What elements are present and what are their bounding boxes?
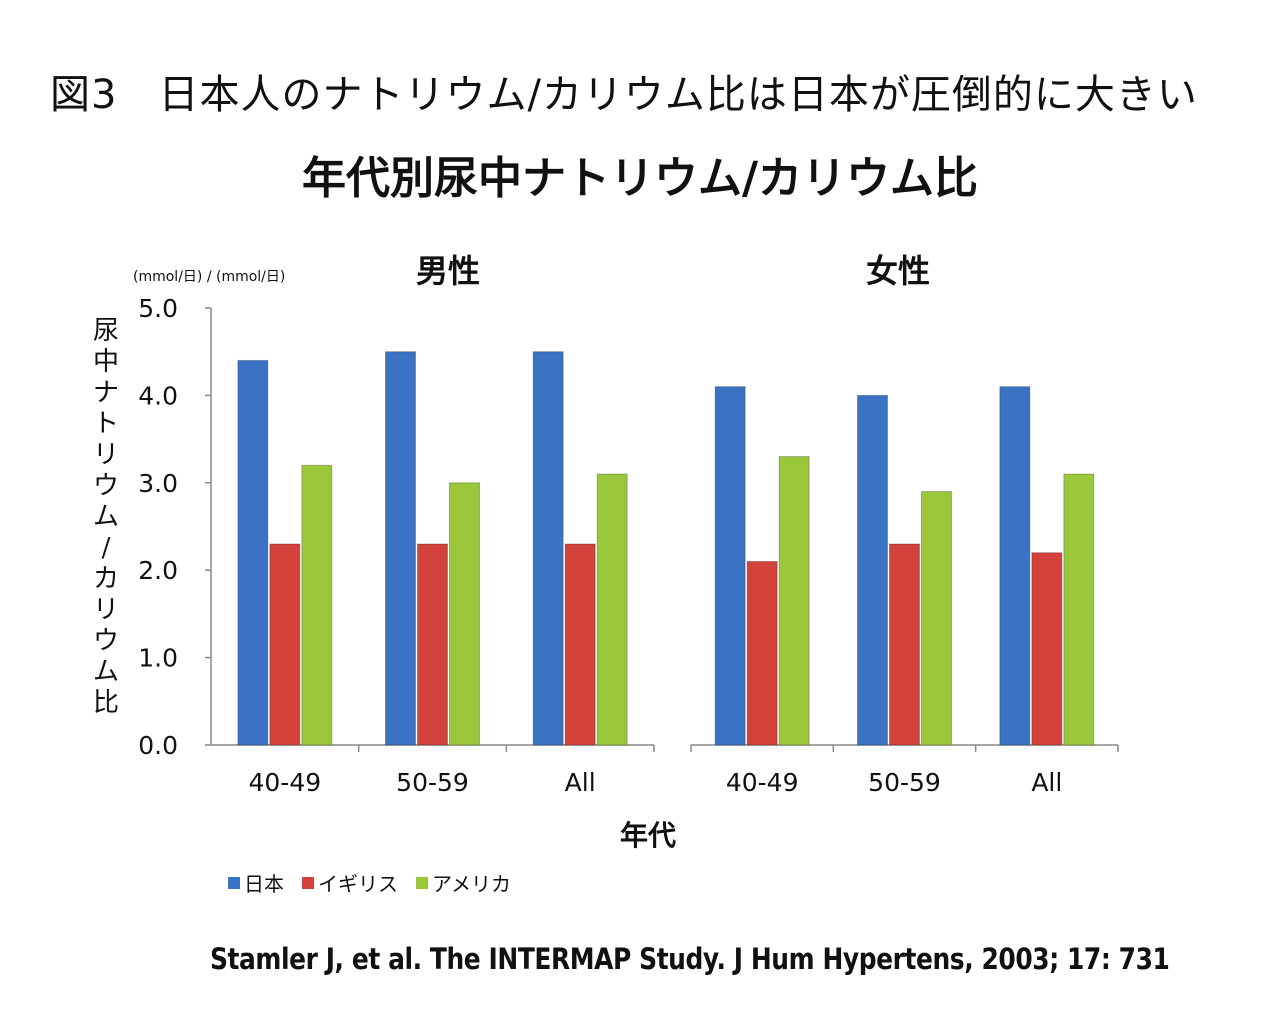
y-axis-units: (mmol/日) / (mmol/日) [133,269,286,285]
y-axis-label-char: ム [92,502,119,532]
bar-アメリカ-女性-40-49 [778,456,810,746]
legend-swatch-usa [416,876,428,889]
citation: Stamler J, et al. The INTERMAP Study. J … [210,942,1170,976]
panel-title-male: 男性 [416,252,481,290]
bar-アメリカ-男性-All [596,473,628,746]
x-tick-label: All [1031,768,1062,797]
legend-label-japan: 日本 [244,872,284,896]
bar-イギリス-女性-40-49 [746,560,778,746]
legend-item-usa: アメリカ [416,868,511,897]
y-tick-label: 0.0 [138,731,178,760]
y-tick-label: 3.0 [138,469,178,498]
bar-イギリス-男性-50-59 [417,543,448,746]
y-axis-label-char: カ [92,564,119,594]
bar-アメリカ-男性-50-59 [449,482,480,746]
legend-label-uk: イギリス [318,872,398,896]
legend-item-japan: 日本 [228,868,284,897]
figure-title: 図3 日本人のナトリウム/カリウム比は日本が圧倒的に大きい [50,72,1198,118]
bar-イギリス-男性-All [564,543,596,746]
bar-アメリカ-男性-40-49 [301,464,333,746]
bar-日本-女性-All [999,386,1031,746]
x-tick-label: 40-49 [249,768,322,797]
legend-swatch-japan [228,876,240,889]
y-axis-label-char: 中 [92,347,119,377]
bar-日本-女性-50-59 [857,394,888,746]
y-axis-label-char: ナ [92,378,119,408]
y-axis-label-char: 比 [92,688,119,718]
bar-イギリス-女性-50-59 [889,543,920,746]
bar-アメリカ-女性-All [1063,473,1095,746]
bar-日本-女性-40-49 [714,386,746,746]
panel-title-female: 女性 [866,252,931,290]
bar-イギリス-男性-40-49 [269,543,301,746]
bar-イギリス-女性-All [1031,552,1063,746]
y-axis-label-char: ム [92,657,119,687]
x-tick-label: 50-59 [868,768,941,797]
x-axis-label: 年代 [620,819,677,852]
y-axis-label-char: リ [92,440,119,470]
y-axis-label-char: ウ [92,626,119,656]
bar-アメリカ-女性-50-59 [921,491,952,746]
legend-item-uk: イギリス [302,868,398,897]
y-axis-label: 尿中ナトリウム / カリウム比 [88,316,124,719]
y-tick-label: 4.0 [138,381,178,410]
chart-title: 年代別尿中ナトリウム/カリウム比 [301,153,979,204]
bar-日本-男性-All [532,351,564,746]
x-tick-label: 40-49 [726,768,799,797]
y-axis-label-char: ウ [92,471,119,501]
y-tick-label: 1.0 [138,644,178,673]
y-axis-label-char: / [101,533,111,563]
legend: 日本 イギリス アメリカ [228,868,511,897]
x-tick-label: 50-59 [396,768,469,797]
y-axis-label-char: 尿 [92,316,119,346]
legend-label-usa: アメリカ [432,872,511,896]
x-tick-label: All [565,768,596,797]
y-axis-label-char: リ [92,595,119,625]
bar-日本-男性-40-49 [237,359,269,746]
y-axis-label-char: ト [92,409,119,439]
y-tick-label: 5.0 [138,294,178,323]
legend-swatch-uk [302,876,314,889]
y-tick-label: 2.0 [138,556,178,585]
bar-日本-男性-50-59 [385,351,416,746]
